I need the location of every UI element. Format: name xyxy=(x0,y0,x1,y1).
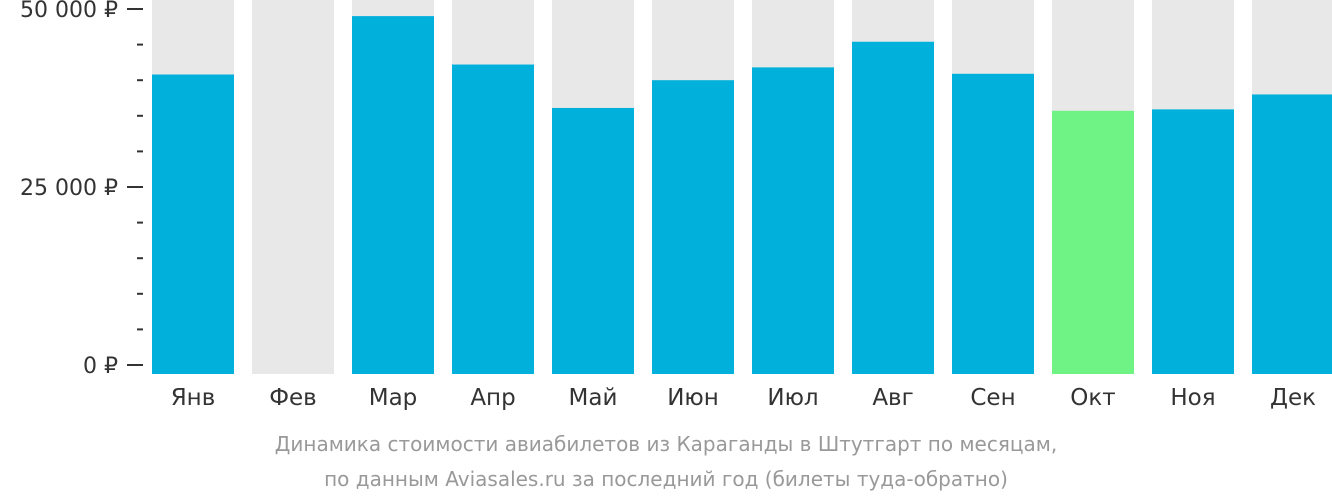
price-by-month-chart: 0 ₽ 25 000 ₽ 50 000 ₽ Янв Фев Мар Апр Май Июн Ию… xyxy=(20,0,1332,411)
x-tick-label: Янв xyxy=(171,385,216,411)
bars xyxy=(152,16,1332,375)
y-tick-label: 25 000 ₽ xyxy=(20,176,118,201)
bar-11[interactable] xyxy=(1252,94,1332,374)
bar-7[interactable] xyxy=(852,41,934,374)
bar-4[interactable] xyxy=(552,107,634,374)
bar-0[interactable] xyxy=(152,74,234,374)
bar-5[interactable] xyxy=(652,80,734,374)
bar-6[interactable] xyxy=(752,67,834,374)
x-tick-label: Авг xyxy=(872,385,913,411)
bar-3[interactable] xyxy=(452,64,534,374)
bar-8[interactable] xyxy=(952,73,1034,375)
bar-10[interactable] xyxy=(1152,109,1234,374)
x-tick-label: Мар xyxy=(369,385,418,411)
x-tick-label: Сен xyxy=(970,385,1015,411)
y-tick-label: 0 ₽ xyxy=(83,354,118,379)
x-tick-label: Дек xyxy=(1270,385,1316,411)
y-tick-label: 50 000 ₽ xyxy=(20,0,118,23)
chart-caption-line-1: Динамика стоимости авиабилетов из Карага… xyxy=(274,432,1058,456)
x-tick-label: Фев xyxy=(269,385,317,411)
background-column xyxy=(252,0,334,374)
x-tick-label: Июл xyxy=(767,385,818,411)
x-tick-label: Июн xyxy=(667,385,719,411)
y-axis: 0 ₽ 25 000 ₽ 50 000 ₽ xyxy=(20,0,143,379)
x-axis-labels: Янв Фев Мар Апр Май Июн Июл Авг Сен Окт Ноя Дек xyxy=(171,385,1316,411)
x-tick-label: Май xyxy=(569,385,618,411)
x-tick-label: Ноя xyxy=(1170,385,1215,411)
bar-9[interactable] xyxy=(1052,110,1134,374)
x-tick-label: Окт xyxy=(1070,385,1115,411)
bar-2[interactable] xyxy=(352,16,434,375)
x-tick-label: Апр xyxy=(470,385,515,411)
chart-caption-line-2: по данным Aviasales.ru за последний год … xyxy=(324,467,1008,491)
